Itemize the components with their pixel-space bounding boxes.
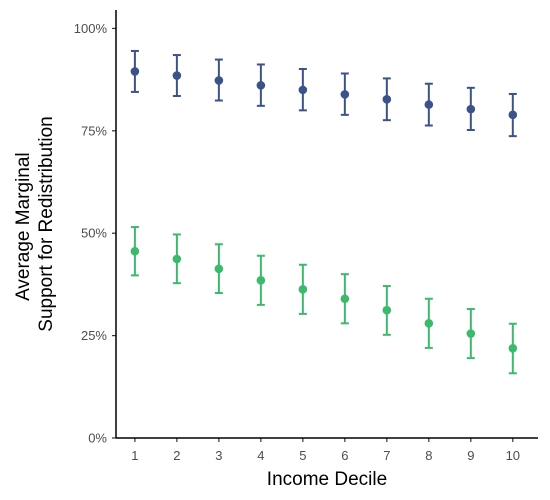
y-tick-label: 75% [81,123,107,138]
x-tick-label: 2 [173,448,180,463]
x-tick-label: 10 [506,448,520,463]
data-point [256,276,266,285]
data-point [214,76,224,85]
x-axis-ticks: 1 2 3 4 5 6 7 8 9 10 [131,438,520,463]
x-axis-title: Income Decile [267,469,387,490]
y-axis-title: Average Marginal Support for Redistribut… [13,116,57,331]
plot-area [130,49,518,375]
series-1 [130,49,518,138]
data-point [256,81,266,90]
data-point [382,94,392,104]
data-point [424,100,434,109]
data-point [508,344,518,353]
x-tick-label: 6 [341,448,348,463]
y-tick-label: 100% [74,21,108,36]
x-tick-label: 8 [425,448,432,463]
data-point [298,85,308,95]
data-point [466,329,476,338]
data-point [130,246,140,256]
x-tick-label: 4 [257,448,264,463]
y-axis-title-line-1: Average Marginal [13,152,34,301]
data-point [466,104,476,114]
data-point [172,71,182,80]
data-point [340,294,350,304]
y-axis-title-line-2: Support for Redistribution [36,116,57,331]
y-tick-label: 0% [88,431,107,446]
y-tick-label: 25% [81,328,107,343]
data-point [382,305,392,315]
data-point [340,90,350,99]
data-point [172,254,182,264]
data-point [508,110,518,120]
x-tick-label: 7 [383,448,390,463]
data-point [130,67,140,76]
x-tick-label: 5 [299,448,306,463]
x-tick-label: 9 [467,448,474,463]
data-point [214,264,224,274]
x-tick-label: 3 [215,448,222,463]
y-tick-label: 50% [81,226,107,241]
series-2 [130,226,518,375]
data-point [298,285,308,294]
y-axis-ticks: 0% 25% 50% 75% 100% [74,21,116,446]
x-tick-label: 1 [131,448,138,463]
data-point [424,319,434,328]
